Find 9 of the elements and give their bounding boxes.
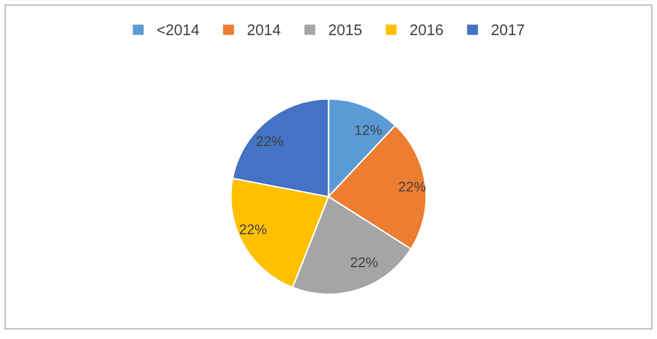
legend-label: 2014 [248,24,280,36]
legend-label: 2017 [492,24,524,36]
data-label: 22% [350,257,378,268]
legend-label: 2016 [410,24,443,36]
legend-label: <2014 [157,24,200,36]
data-label: 22% [240,224,266,234]
data-label: 12% [355,125,382,135]
data-label: 22% [256,136,284,146]
legend-label: 2015 [328,24,362,36]
